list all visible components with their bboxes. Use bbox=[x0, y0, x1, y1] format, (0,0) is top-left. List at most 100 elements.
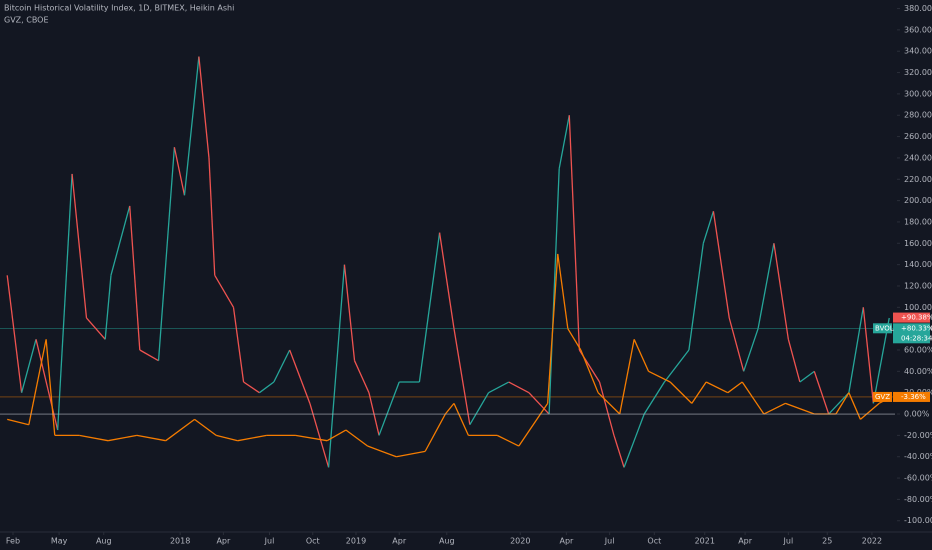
price-tag-label: +90.38% bbox=[901, 314, 932, 322]
series-segment bbox=[728, 317, 745, 372]
x-tick-label: Jul bbox=[264, 537, 275, 546]
series-tag-label: BVOL bbox=[875, 324, 894, 332]
y-tick-label: 280.00% bbox=[904, 111, 932, 120]
series-segment bbox=[496, 434, 520, 447]
series-segment bbox=[705, 381, 729, 394]
series-segment bbox=[79, 434, 109, 442]
series-segment bbox=[208, 157, 216, 276]
chart-subtitle: GVZ, CBOE bbox=[4, 16, 49, 25]
series-segment bbox=[165, 418, 195, 442]
price-tag bbox=[893, 323, 930, 344]
y-tick-label: 120.00% bbox=[904, 281, 932, 290]
y-tick-label: 320.00% bbox=[904, 68, 932, 77]
series-segment bbox=[787, 339, 801, 383]
y-tick-label: 260.00% bbox=[904, 132, 932, 141]
y-tick-label: 340.00% bbox=[904, 47, 932, 56]
series-segment bbox=[598, 381, 615, 436]
x-tick-label: Aug bbox=[439, 537, 455, 546]
series-segment bbox=[259, 381, 275, 394]
x-tick-label: Apr bbox=[738, 537, 753, 546]
series-segment bbox=[136, 434, 166, 442]
series-segment bbox=[508, 381, 530, 394]
series-segment bbox=[232, 307, 245, 383]
y-tick-label: 300.00% bbox=[904, 89, 932, 98]
series-segment bbox=[345, 429, 368, 447]
series-segment bbox=[547, 253, 559, 404]
x-tick-label: Jul bbox=[783, 537, 794, 546]
series-segment bbox=[139, 349, 159, 362]
x-tick-label: 2019 bbox=[346, 537, 366, 546]
series-segment bbox=[183, 56, 200, 196]
series-segment bbox=[396, 450, 426, 458]
y-tick-label: 100.00% bbox=[904, 303, 932, 312]
series-segment bbox=[773, 243, 789, 340]
series-segment bbox=[343, 264, 356, 361]
y-tick-label: -100.00% bbox=[904, 516, 932, 525]
series-segment bbox=[727, 381, 743, 394]
series-segment bbox=[6, 275, 23, 393]
series-segment bbox=[216, 434, 238, 442]
series-segment bbox=[848, 307, 864, 393]
series-segment bbox=[663, 349, 690, 383]
series-segment bbox=[669, 381, 693, 404]
price-tag-label: +80.33% bbox=[901, 324, 932, 332]
series-segment bbox=[633, 339, 650, 372]
x-tick-label: Apr bbox=[559, 537, 574, 546]
series-segment bbox=[623, 413, 645, 468]
series-segment bbox=[580, 349, 599, 393]
series-segment bbox=[488, 381, 510, 394]
series-segment bbox=[295, 434, 328, 442]
x-tick-label: Apr bbox=[392, 537, 407, 546]
y-tick-label: 360.00% bbox=[904, 25, 932, 34]
x-tick-label: Feb bbox=[6, 537, 20, 546]
series-segment bbox=[327, 264, 346, 468]
series-segment bbox=[785, 402, 815, 415]
x-tick-label: 25 bbox=[822, 537, 832, 546]
y-tick-label: 60.00% bbox=[904, 346, 932, 355]
series-segment bbox=[862, 307, 875, 404]
price-tag bbox=[893, 312, 930, 323]
series-segment bbox=[173, 147, 186, 196]
series-tag bbox=[873, 323, 892, 334]
x-tick-label: 2022 bbox=[862, 537, 882, 546]
series-segment bbox=[643, 381, 665, 415]
series-segment bbox=[859, 402, 880, 420]
price-tag-label: -3.36% bbox=[901, 393, 926, 401]
series-segment bbox=[243, 381, 260, 394]
series-segment bbox=[548, 168, 560, 415]
series-segment bbox=[567, 328, 582, 351]
series-segment bbox=[418, 232, 441, 383]
x-tick-label: Oct bbox=[306, 537, 320, 546]
series-segment bbox=[107, 434, 138, 442]
series-segment bbox=[597, 392, 621, 415]
series-segment bbox=[691, 381, 707, 404]
x-tick-label: 2020 bbox=[510, 537, 530, 546]
series-segment bbox=[757, 243, 775, 329]
series-segment bbox=[273, 349, 291, 383]
chart-title: Bitcoin Historical Volatility Index, 1D,… bbox=[4, 4, 234, 13]
y-tick-label: -80.00% bbox=[904, 495, 932, 504]
y-tick-label: -20.00% bbox=[904, 431, 932, 440]
series-segment bbox=[438, 232, 455, 329]
series-segment bbox=[7, 418, 29, 426]
series-segment bbox=[813, 371, 830, 415]
series-segment bbox=[453, 328, 471, 425]
series-segment bbox=[848, 392, 862, 420]
series-segment bbox=[702, 211, 715, 244]
y-tick-label: 40.00% bbox=[904, 367, 932, 376]
series-segment bbox=[198, 56, 210, 158]
series-segment bbox=[568, 115, 581, 351]
series-segment bbox=[129, 205, 141, 351]
series-segment bbox=[518, 402, 549, 447]
price-tag-time: 04:28:34 bbox=[901, 334, 932, 342]
y-tick-label: 0.00% bbox=[904, 410, 930, 419]
x-tick-label: 2021 bbox=[695, 537, 715, 546]
series-segment bbox=[453, 403, 469, 436]
x-tick-label: Aug bbox=[96, 537, 112, 546]
series-segment bbox=[326, 429, 347, 442]
series-segment bbox=[28, 339, 47, 425]
series-segment bbox=[20, 339, 37, 393]
series-segment bbox=[214, 274, 235, 308]
series-segment bbox=[828, 392, 850, 415]
